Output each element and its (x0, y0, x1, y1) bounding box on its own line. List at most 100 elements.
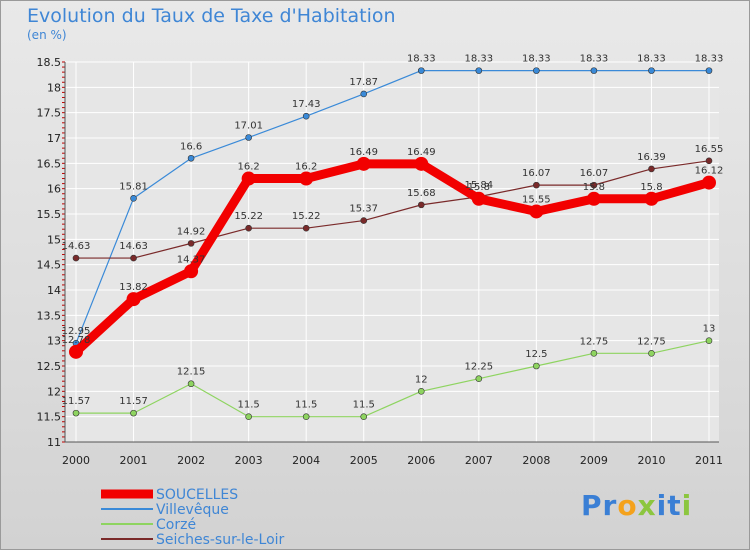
data-label: 17.87 (349, 77, 378, 88)
x-tick-label: 2007 (465, 454, 493, 467)
data-point (299, 171, 314, 186)
logo-letter: o (617, 489, 638, 522)
data-label: 13.82 (119, 282, 148, 293)
data-point (360, 217, 368, 224)
data-point (130, 254, 137, 262)
x-tick-label: 2002 (177, 454, 205, 467)
data-point (417, 67, 425, 74)
data-point (245, 134, 252, 141)
data-label: 15.22 (292, 211, 321, 222)
data-label: 17.43 (292, 99, 321, 110)
data-label: 16.2 (295, 162, 317, 173)
data-point (302, 112, 310, 120)
data-point (648, 350, 655, 357)
y-tick-label: 17.5 (37, 107, 62, 120)
data-point (533, 67, 540, 74)
data-label: 18.33 (637, 54, 666, 65)
data-point (72, 409, 80, 417)
data-label: 12.25 (464, 362, 493, 373)
data-point (475, 67, 483, 74)
y-tick-label: 16 (47, 183, 61, 196)
data-label: 18.33 (695, 54, 724, 65)
x-tick-label: 2010 (637, 454, 665, 467)
data-point (184, 264, 199, 279)
data-label: 15.84 (464, 180, 493, 191)
data-label: 12.75 (637, 336, 666, 347)
data-point (302, 224, 310, 232)
y-tick-label: 11 (47, 436, 61, 449)
legend-label: SOUCELLES (156, 487, 238, 503)
logo-letter: i (681, 489, 693, 522)
y-tick-label: 18 (47, 81, 61, 94)
data-label: 12.78 (62, 335, 91, 346)
data-label: 17.01 (234, 120, 263, 131)
data-label: 12.95 (62, 326, 91, 337)
data-point (471, 191, 486, 206)
legend-label: Villevêque (156, 502, 229, 518)
data-label: 18.33 (464, 54, 493, 65)
data-label: 12.15 (177, 367, 206, 378)
data-point (356, 156, 371, 171)
data-point (302, 413, 310, 420)
x-tick-label: 2004 (292, 454, 320, 467)
data-point (417, 388, 425, 395)
data-point (529, 204, 544, 219)
data-point (648, 67, 655, 74)
data-point (245, 413, 252, 420)
x-tick-label: 2008 (522, 454, 550, 467)
x-tick-label: 2011 (695, 454, 723, 467)
data-label: 11.57 (119, 396, 148, 407)
data-label: 15.37 (349, 204, 378, 215)
x-tick-label: 2009 (580, 454, 608, 467)
data-point (126, 292, 141, 307)
logo-letter: P (581, 489, 603, 522)
data-point (705, 67, 713, 74)
data-label: 16.2 (238, 162, 260, 173)
data-point (705, 157, 713, 165)
data-label: 15.55 (522, 194, 551, 205)
data-label: 11.5 (295, 400, 317, 411)
data-point (648, 165, 655, 173)
data-label: 16.07 (580, 168, 609, 179)
data-label: 16.49 (349, 147, 378, 158)
proxiti-logo: Proxiti (581, 489, 692, 522)
legend-label: Seiches-sur-le-Loir (156, 532, 285, 548)
data-point (69, 344, 83, 359)
logo-letter: r (602, 489, 618, 522)
y-tick-label: 13 (47, 335, 61, 348)
series-line (76, 160, 710, 259)
data-label: 16.49 (407, 147, 436, 158)
data-label: 12.5 (525, 349, 547, 360)
x-tick-label: 2003 (235, 454, 263, 467)
y-tick-label: 14.5 (37, 259, 62, 272)
data-point (130, 194, 137, 202)
x-tick-label: 2001 (120, 454, 148, 467)
data-point (360, 90, 368, 98)
data-label: 18.33 (580, 54, 609, 65)
y-tick-label: 15.5 (37, 208, 62, 221)
data-point (417, 201, 425, 209)
data-label: 12.75 (580, 336, 609, 347)
legend-label: Corzé (156, 517, 196, 533)
data-label: 12 (415, 374, 428, 385)
plot-area (65, 62, 719, 442)
data-point (533, 181, 540, 189)
data-point (590, 181, 598, 189)
logo-letter: t (667, 489, 682, 522)
data-point (187, 240, 195, 247)
data-label: 16.12 (695, 166, 724, 177)
data-point (590, 350, 598, 357)
data-point (702, 175, 716, 190)
data-label: 15.8 (583, 182, 605, 193)
x-tick-label: 2000 (62, 454, 90, 467)
y-tick-label: 16.5 (37, 157, 62, 170)
data-label: 16.55 (695, 144, 724, 155)
logo-letter: x (637, 489, 657, 522)
data-label: 14.37 (177, 254, 206, 265)
y-tick-label: 12 (47, 385, 61, 398)
data-point (130, 409, 137, 417)
data-label: 15.8 (468, 182, 490, 193)
data-point (705, 337, 713, 344)
series-line (76, 340, 710, 418)
